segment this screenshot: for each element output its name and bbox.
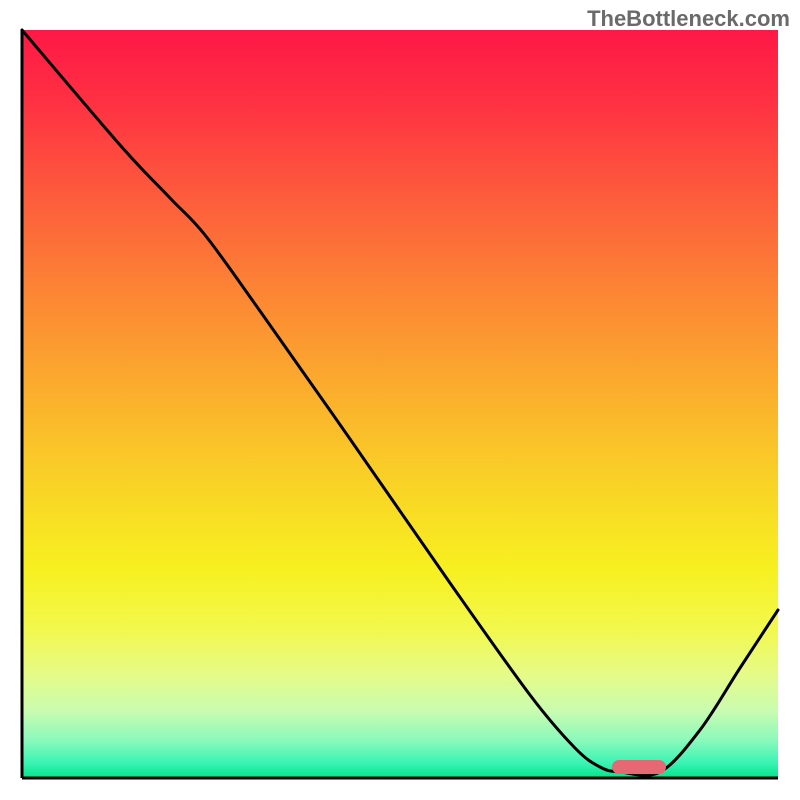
optimal-marker [612, 760, 666, 774]
chart-container: TheBottleneck.com [0, 0, 800, 800]
plot-background [22, 30, 778, 778]
bottleneck-chart [0, 0, 800, 800]
watermark-label: TheBottleneck.com [587, 6, 790, 32]
